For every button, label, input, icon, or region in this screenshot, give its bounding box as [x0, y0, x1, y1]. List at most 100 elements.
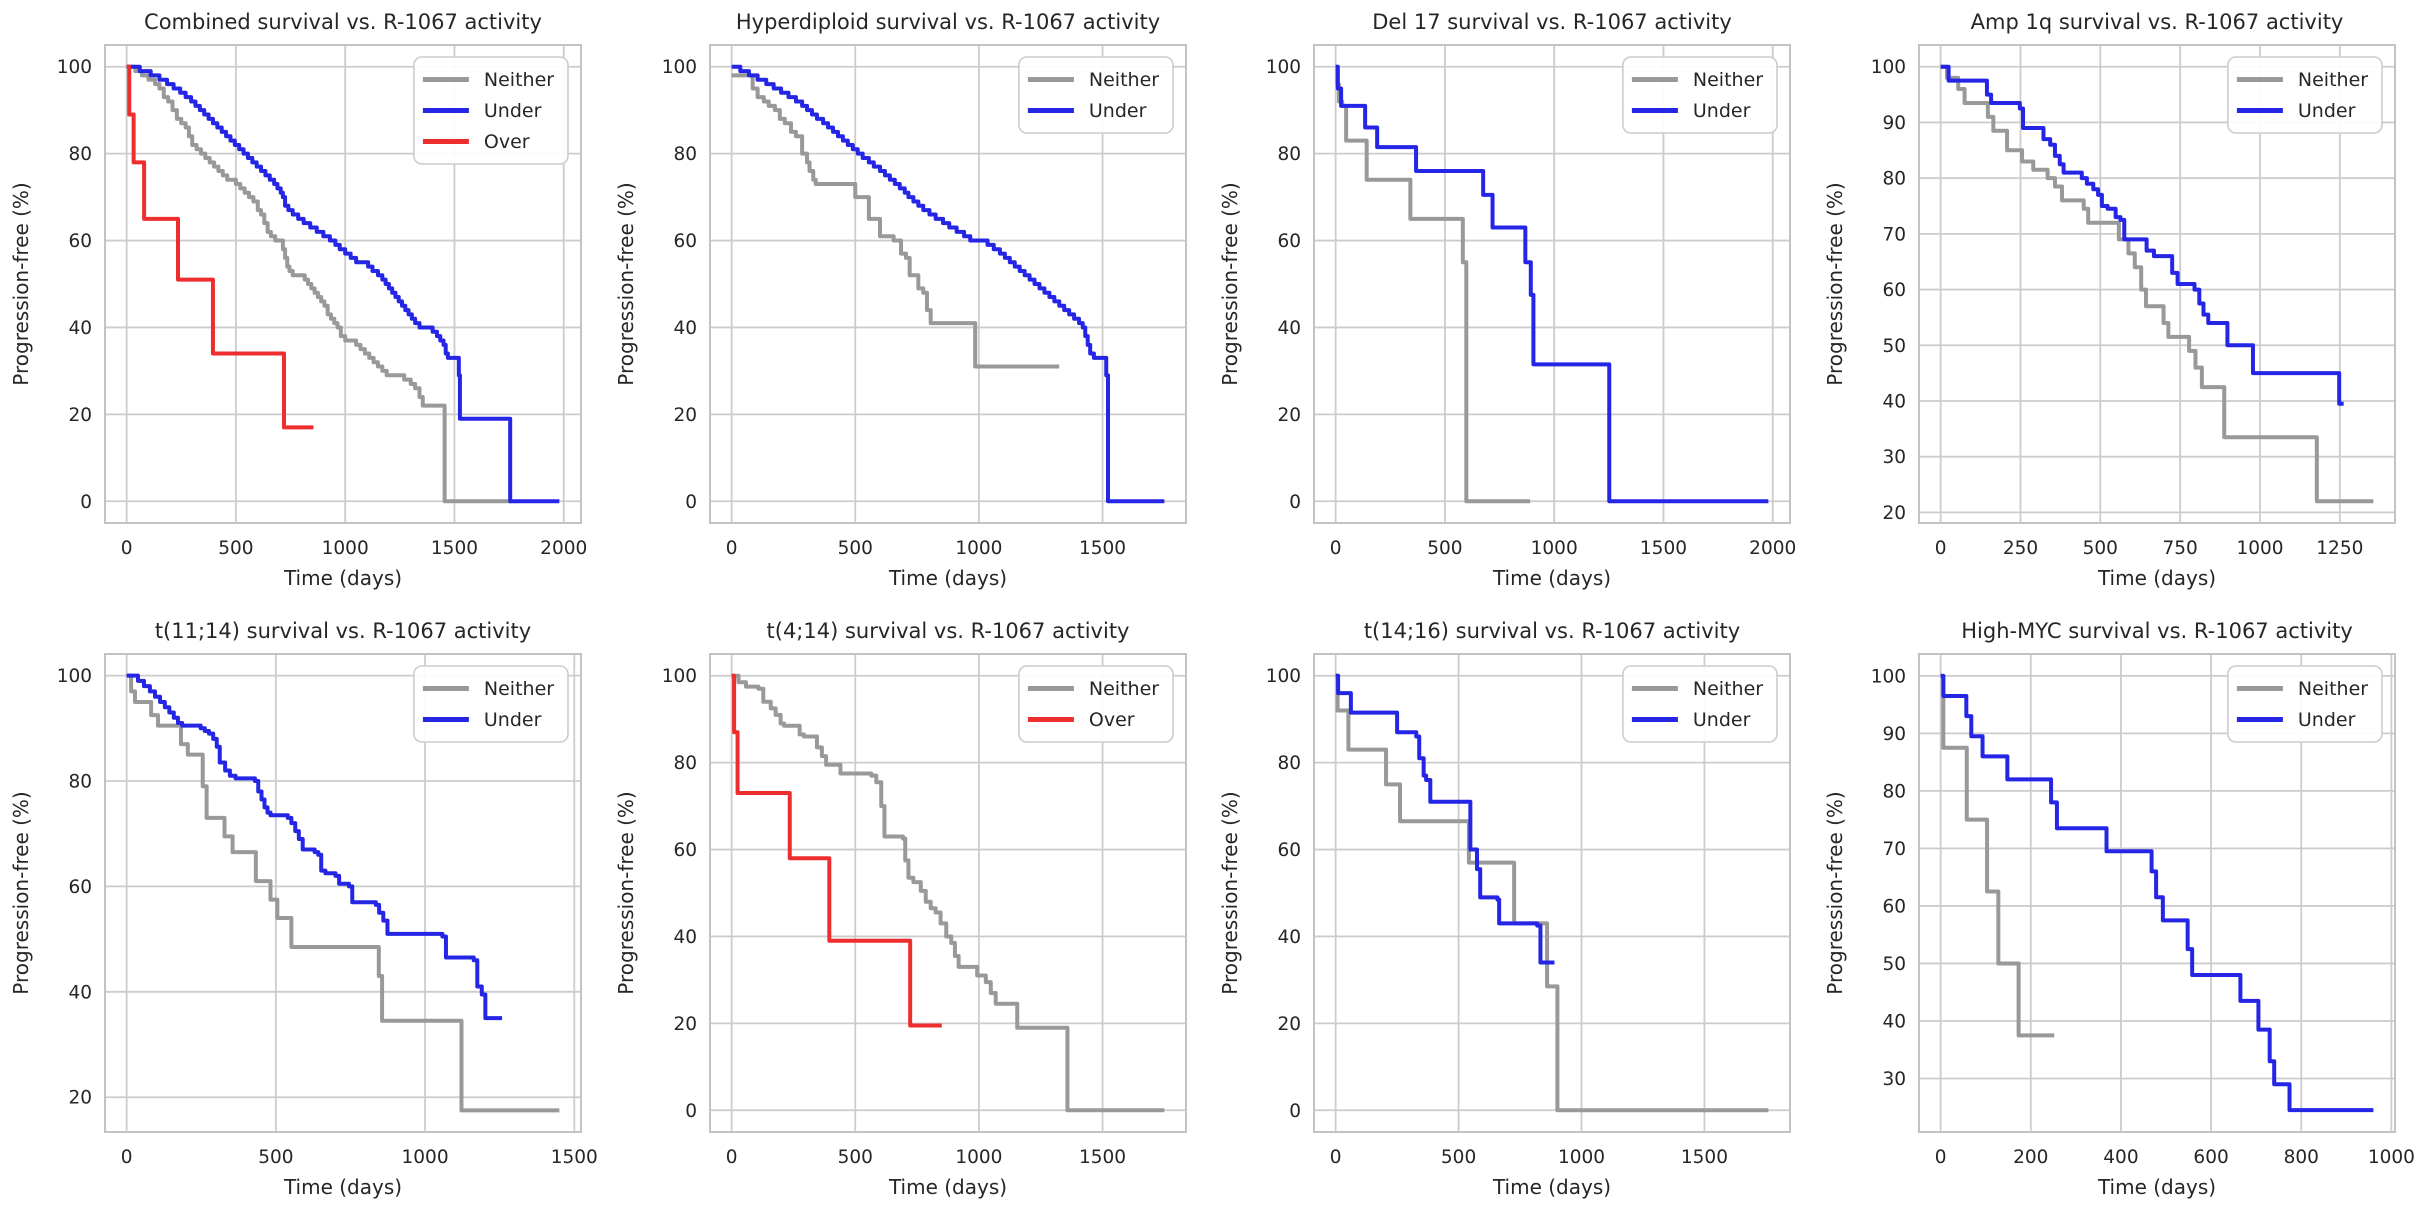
x-axis-label: Time (days) — [1492, 566, 1611, 590]
svg-text:50: 50 — [1882, 954, 1906, 975]
plot-border — [708, 653, 1187, 1133]
y-axis-tick-labels: 30 40 50 60 70 80 90 100 — [1870, 666, 1905, 1090]
svg-text:20: 20 — [1882, 503, 1906, 524]
panel-title: Hyperdiploid survival vs. R-1067 activit… — [735, 10, 1159, 34]
y-axis-tick-labels: 0 20 40 60 80 100 — [661, 666, 696, 1122]
series-path-neither — [731, 73, 1059, 369]
legend-label-under: Under — [1088, 100, 1146, 122]
svg-text:100: 100 — [1870, 666, 1905, 687]
y-axis-label: Progression-free (%) — [1823, 182, 1847, 385]
plot-border — [104, 653, 582, 1133]
panel-t-14-16: 0 500 1000 1500 0 20 40 60 80 100 t(14;16) surviva… — [1209, 609, 1814, 1218]
svg-text:100: 100 — [661, 666, 696, 687]
svg-text:400: 400 — [2103, 1147, 2138, 1168]
panel-t-11-14: 0 500 1000 1500 20 40 60 80 100 t(11;14) survival… — [0, 609, 605, 1218]
svg-text:100: 100 — [1266, 57, 1301, 78]
panel-title: t(14;16) survival vs. R-1067 activity — [1364, 619, 1740, 643]
svg-text:80: 80 — [68, 144, 92, 165]
legend-label-over: Over — [484, 131, 530, 153]
legend: Neither Under — [413, 665, 569, 743]
svg-text:20: 20 — [68, 405, 92, 426]
svg-text:0: 0 — [121, 1147, 133, 1168]
svg-text:0: 0 — [1934, 538, 1946, 559]
svg-text:60: 60 — [68, 231, 92, 252]
svg-text:60: 60 — [68, 877, 92, 898]
plot-border — [708, 44, 1187, 524]
series-path-under — [126, 673, 503, 1021]
legend-label-neither: Neither — [1693, 69, 1763, 91]
svg-text:80: 80 — [1277, 144, 1301, 165]
svg-text:20: 20 — [1277, 405, 1301, 426]
y-axis-label: Progression-free (%) — [9, 182, 33, 385]
svg-text:1500: 1500 — [1681, 1147, 1728, 1168]
svg-text:1000: 1000 — [1558, 1147, 1605, 1168]
survival-chart-high-myc: 0 200 400 600 800 1000 30 40 50 60 70 80 90 100 High-M… — [1813, 609, 2418, 1218]
legend-label-neither: Neither — [1088, 678, 1158, 700]
legend-label-neither: Neither — [1693, 678, 1763, 700]
survival-chart-combined: 0 500 1000 1500 2000 0 20 40 60 80 100 Combined sur… — [0, 0, 605, 609]
y-axis-label: Progression-free (%) — [1218, 791, 1242, 994]
svg-text:1000: 1000 — [402, 1147, 449, 1168]
x-axis-tick-labels: 0 500 1000 1500 2000 — [1330, 538, 1797, 559]
legend-label-under: Under — [1693, 100, 1751, 122]
svg-text:0: 0 — [685, 492, 697, 513]
svg-text:100: 100 — [57, 57, 92, 78]
legend-label-under: Under — [1693, 709, 1751, 731]
svg-text:20: 20 — [673, 1014, 697, 1035]
svg-text:80: 80 — [673, 144, 697, 165]
svg-text:1000: 1000 — [2367, 1147, 2414, 1168]
legend-label-neither: Neither — [484, 69, 554, 91]
svg-text:500: 500 — [2082, 538, 2117, 559]
series-path-neither — [126, 64, 512, 504]
svg-text:0: 0 — [80, 492, 92, 513]
panel-title: High-MYC survival vs. R-1067 activity — [1961, 619, 2353, 643]
panel-t-4-14: 0 500 1000 1500 0 20 40 60 80 100 t(4;14) survival… — [604, 609, 1209, 1218]
svg-text:80: 80 — [1277, 753, 1301, 774]
svg-text:1500: 1500 — [1079, 1147, 1126, 1168]
svg-text:0: 0 — [1289, 492, 1301, 513]
x-axis-label: Time (days) — [1492, 1175, 1611, 1199]
survival-chart-t-11-14: 0 500 1000 1500 20 40 60 80 100 t(11;14) survival… — [0, 609, 605, 1218]
svg-text:70: 70 — [1882, 224, 1906, 245]
plot-border — [104, 44, 582, 524]
svg-text:80: 80 — [673, 753, 697, 774]
svg-text:1500: 1500 — [551, 1147, 598, 1168]
legend-label-neither: Neither — [484, 678, 554, 700]
legend-label-under: Under — [2297, 100, 2355, 122]
legend-label-under: Under — [484, 709, 542, 731]
series-path-neither — [1335, 673, 1769, 1113]
y-axis-label: Progression-free (%) — [614, 791, 638, 994]
svg-text:1250: 1250 — [2316, 538, 2363, 559]
series-path-under — [1335, 64, 1769, 504]
grid-lines — [1918, 654, 2395, 1132]
svg-text:40: 40 — [1277, 927, 1301, 948]
survival-chart-t-14-16: 0 500 1000 1500 0 20 40 60 80 100 t(14;16) surviva… — [1209, 609, 1814, 1218]
svg-text:60: 60 — [1277, 231, 1301, 252]
svg-text:500: 500 — [1427, 538, 1462, 559]
legend-label-over: Over — [1088, 709, 1134, 731]
series-path-neither — [126, 673, 560, 1113]
plot-border — [1313, 44, 1791, 524]
panel-title: Amp 1q survival vs. R-1067 activity — [1970, 10, 2343, 34]
x-axis-tick-labels: 0 500 1000 1500 — [725, 1147, 1125, 1168]
svg-text:750: 750 — [2162, 538, 2197, 559]
svg-text:200: 200 — [2013, 1147, 2048, 1168]
svg-text:0: 0 — [685, 1101, 697, 1122]
y-axis-tick-labels: 0 20 40 60 80 100 — [661, 57, 696, 513]
legend: Neither Under — [2226, 665, 2383, 743]
y-axis-label: Progression-free (%) — [1218, 182, 1242, 385]
grid-lines — [1918, 45, 2395, 523]
panel-title: t(4;14) survival vs. R-1067 activity — [766, 619, 1129, 643]
svg-text:600: 600 — [2193, 1147, 2228, 1168]
svg-text:40: 40 — [68, 318, 92, 339]
y-axis-label: Progression-free (%) — [1823, 791, 1847, 994]
svg-text:1500: 1500 — [431, 538, 478, 559]
svg-text:80: 80 — [1882, 781, 1906, 802]
svg-text:100: 100 — [661, 57, 696, 78]
svg-text:40: 40 — [1277, 318, 1301, 339]
y-axis-tick-labels: 0 20 40 60 80 100 — [57, 57, 92, 513]
svg-text:100: 100 — [1266, 666, 1301, 687]
panel-high-myc: 0 200 400 600 800 1000 30 40 50 60 70 80 90 100 High-M… — [1813, 609, 2418, 1218]
svg-text:500: 500 — [837, 1147, 872, 1168]
series-path-over — [126, 64, 314, 430]
